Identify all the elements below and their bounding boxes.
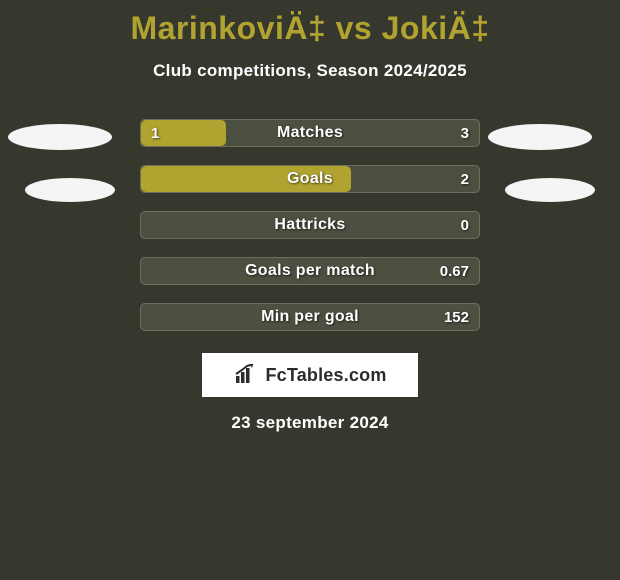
brand-box: FcTables.com	[202, 353, 418, 397]
stat-label: Matches	[141, 120, 479, 146]
subtitle: Club competitions, Season 2024/2025	[0, 61, 620, 81]
decorative-ellipse	[25, 178, 115, 202]
stat-bar: 1Matches3	[140, 119, 480, 147]
stat-right-value: 152	[444, 304, 469, 330]
stat-bar: Goals per match0.67	[140, 257, 480, 285]
chart-icon	[233, 364, 259, 386]
stat-label: Hattricks	[141, 212, 479, 238]
decorative-ellipse	[505, 178, 595, 202]
stat-right-value: 2	[461, 166, 469, 192]
stat-bar: Min per goal152	[140, 303, 480, 331]
stat-label: Goals	[141, 166, 479, 192]
stat-label: Goals per match	[141, 258, 479, 284]
stat-stage: 1Matches3 Goals2 Hattricks0 Goals per match…	[0, 119, 620, 331]
stat-right-value: 0	[461, 212, 469, 238]
stat-bar: Goals2	[140, 165, 480, 193]
stat-label: Min per goal	[141, 304, 479, 330]
stat-rows: 1Matches3 Goals2 Hattricks0 Goals per match…	[140, 119, 480, 331]
stat-right-value: 3	[461, 120, 469, 146]
decorative-ellipse	[488, 124, 592, 150]
stat-right-value: 0.67	[440, 258, 469, 284]
stat-bar: Hattricks0	[140, 211, 480, 239]
decorative-ellipse	[8, 124, 112, 150]
page-title: MarinkoviÄ‡ vs JokiÄ‡	[0, 10, 620, 47]
date-text: 23 september 2024	[0, 413, 620, 433]
brand-text: FcTables.com	[265, 365, 386, 386]
infographic-container: MarinkoviÄ‡ vs JokiÄ‡ Club competitions,…	[0, 0, 620, 433]
